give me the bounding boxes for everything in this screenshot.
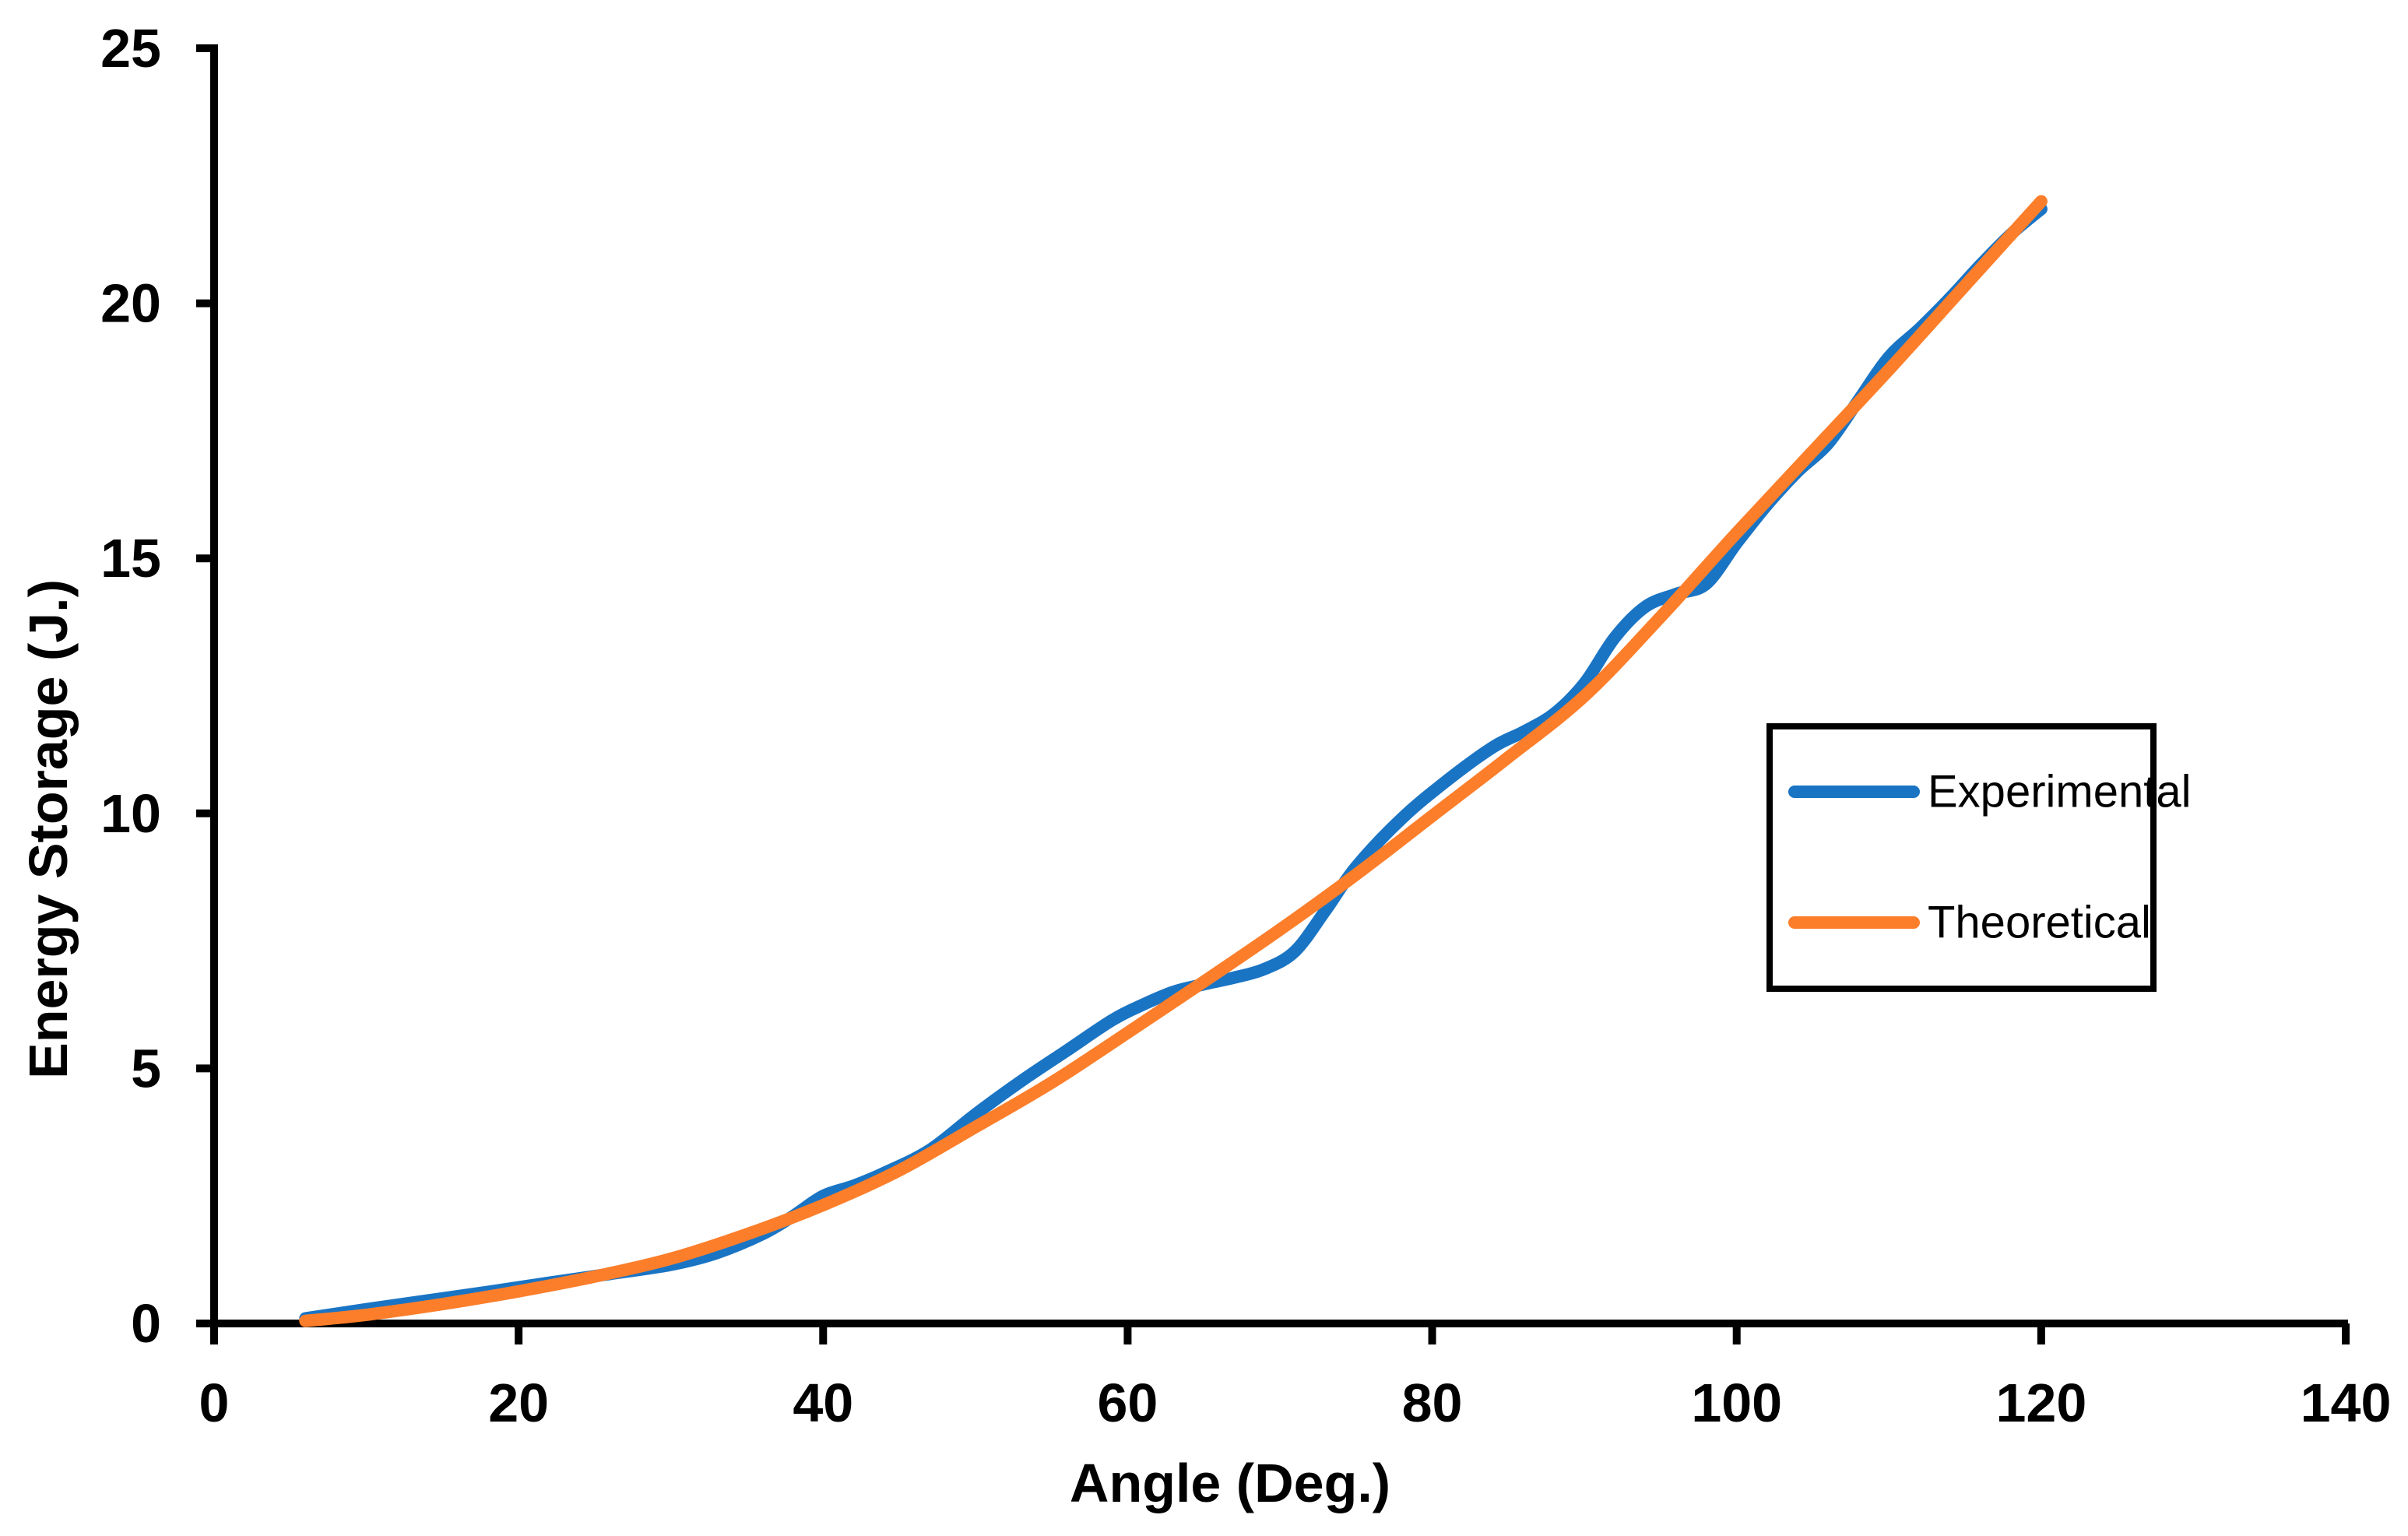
x-tick-label: 140: [2301, 1373, 2392, 1433]
y-tick-label: 20: [100, 273, 161, 334]
x-axis-title: Angle (Deg.): [1070, 1453, 1390, 1513]
x-tick-label: 20: [488, 1373, 549, 1433]
y-tick-label: 10: [100, 783, 161, 844]
series-line-theoretical: [299, 195, 2048, 1327]
legend-label-theoretical: Theoretical: [1928, 898, 2151, 948]
x-tick-label: 120: [1995, 1373, 2086, 1433]
legend: Experimental Theoretical: [1766, 723, 2191, 992]
x-tick-label: 100: [1691, 1373, 1782, 1433]
y-tick-label: 15: [100, 528, 161, 589]
legend-box: [1766, 723, 2157, 992]
x-tick-label: 80: [1402, 1373, 1463, 1433]
y-tick-label: 25: [100, 18, 161, 79]
y-tick-label: 0: [131, 1293, 161, 1354]
x-tick-label: 0: [199, 1373, 230, 1433]
x-tick-label: 60: [1097, 1373, 1158, 1433]
y-axis-title: Energy Storage (J.): [18, 579, 79, 1079]
x-tick-label: 40: [793, 1373, 853, 1433]
y-tick-label: 5: [131, 1038, 161, 1098]
axes: 0 20 40 60 80 100 120 140 0 5 10 15 20 25: [100, 18, 2391, 1433]
series-lines: [299, 195, 2048, 1327]
legend-label-experimental: Experimental: [1928, 767, 2191, 817]
